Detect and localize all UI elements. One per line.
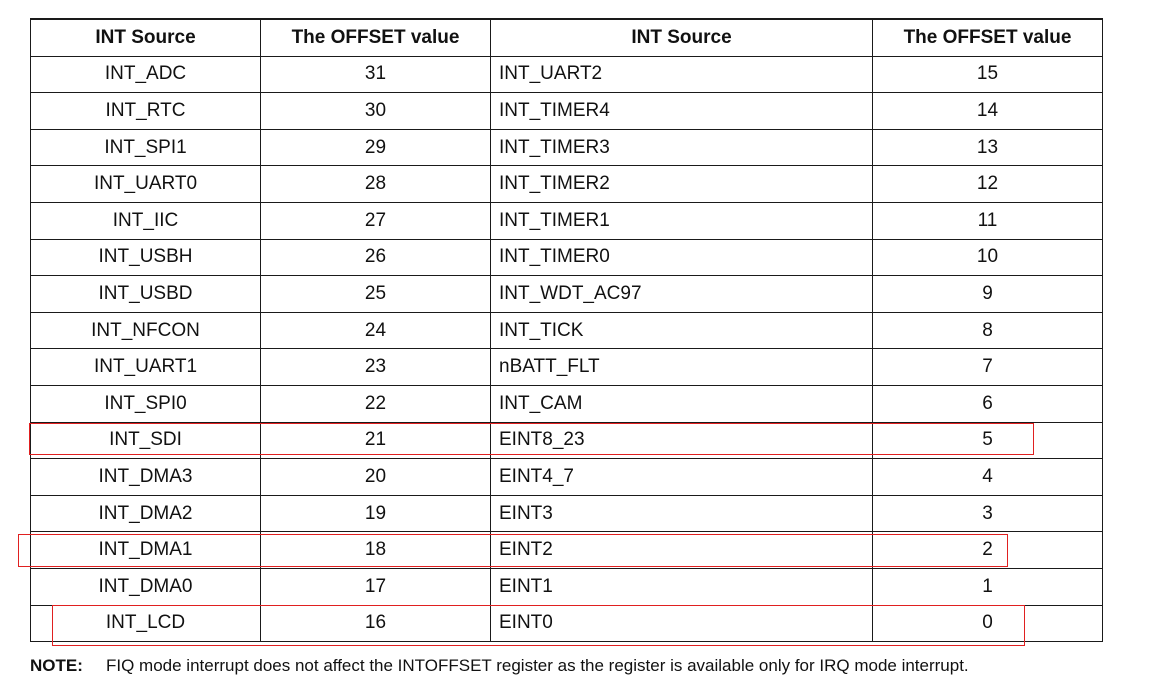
int-source-cell: EINT2: [490, 531, 873, 569]
table-row: INT_LCD 16 EINT0 0: [30, 604, 1103, 643]
int-source-cell: EINT3: [490, 494, 873, 533]
int-source-cell: INT_TIMER3: [490, 128, 873, 167]
table-row: INT_ADC 31 INT_UART2 15: [30, 55, 1103, 94]
int-source-cell: INT_RTC: [30, 92, 261, 130]
offset-value-cell: 19: [260, 494, 491, 533]
offset-value-cell: 21: [260, 421, 491, 460]
int-source-cell: EINT0: [490, 604, 873, 643]
offset-value-cell: 18: [260, 531, 491, 569]
table-row: INT_DMA3 20 EINT4_7 4: [30, 458, 1103, 496]
int-source-cell: INT_ADC: [30, 55, 261, 94]
int-source-cell: EINT8_23: [490, 421, 873, 460]
table-row: INT_NFCON 24 INT_TICK 8: [30, 311, 1103, 350]
int-source-cell: INT_SPI0: [30, 384, 261, 423]
offset-value-cell: 8: [872, 311, 1103, 350]
offset-value-cell: 3: [872, 494, 1103, 533]
offset-value-cell: 17: [260, 567, 491, 606]
offset-value-cell: 12: [872, 165, 1103, 203]
offset-value-cell: 15: [872, 55, 1103, 94]
offset-value-cell: 29: [260, 128, 491, 167]
offset-value-cell: 25: [260, 275, 491, 313]
int-source-cell: INT_LCD: [30, 604, 261, 643]
offset-value-cell: 9: [872, 275, 1103, 313]
offset-value-cell: 24: [260, 311, 491, 350]
offset-value-cell: 4: [872, 458, 1103, 496]
int-source-cell: INT_TIMER1: [490, 201, 873, 240]
footnote: NOTE: FIQ mode interrupt does not affect …: [30, 656, 969, 676]
offset-value-cell: 31: [260, 55, 491, 94]
offset-value-cell: 13: [872, 128, 1103, 167]
table-row: INT_UART1 23 nBATT_FLT 7: [30, 348, 1103, 386]
int-source-cell: INT_NFCON: [30, 311, 261, 350]
table-row: INT_IIC 27 INT_TIMER1 11: [30, 201, 1103, 240]
offset-value-cell: 6: [872, 384, 1103, 423]
int-source-cell: INT_USBD: [30, 275, 261, 313]
int-source-cell: INT_UART1: [30, 348, 261, 386]
note-label: NOTE:: [30, 656, 83, 675]
int-source-cell: EINT1: [490, 567, 873, 606]
table-row: INT_SPI1 29 INT_TIMER3 13: [30, 128, 1103, 167]
offset-value-cell: 11: [872, 201, 1103, 240]
offset-value-cell: 16: [260, 604, 491, 643]
table-row: INT_SPI0 22 INT_CAM 6: [30, 384, 1103, 423]
offset-value-cell: 26: [260, 238, 491, 277]
table-row: INT_DMA0 17 EINT1 1: [30, 567, 1103, 606]
offset-value-cell: 1: [872, 567, 1103, 606]
int-source-cell: INT_TIMER0: [490, 238, 873, 277]
offset-value-cell: 27: [260, 201, 491, 240]
int-source-cell: INT_WDT_AC97: [490, 275, 873, 313]
header-offset-value-1: The OFFSET value: [260, 18, 491, 57]
table-row: INT_UART0 28 INT_TIMER2 12: [30, 165, 1103, 203]
table-header-row: INT Source The OFFSET value INT Source T…: [30, 18, 1103, 57]
offset-value-cell: 2: [872, 531, 1103, 569]
offset-value-cell: 30: [260, 92, 491, 130]
int-source-cell: INT_DMA3: [30, 458, 261, 496]
header-offset-value-2: The OFFSET value: [872, 18, 1103, 57]
offset-value-cell: 7: [872, 348, 1103, 386]
int-source-cell: EINT4_7: [490, 458, 873, 496]
offset-value-cell: 20: [260, 458, 491, 496]
offset-value-cell: 23: [260, 348, 491, 386]
table-row: INT_RTC 30 INT_TIMER4 14: [30, 92, 1103, 130]
offset-value-cell: 22: [260, 384, 491, 423]
offset-value-cell: 10: [872, 238, 1103, 277]
table-row: INT_USBD 25 INT_WDT_AC97 9: [30, 275, 1103, 313]
int-source-cell: INT_DMA2: [30, 494, 261, 533]
int-source-cell: INT_TICK: [490, 311, 873, 350]
int-source-cell: INT_UART0: [30, 165, 261, 203]
int-source-cell: INT_SPI1: [30, 128, 261, 167]
header-int-source-1: INT Source: [30, 18, 261, 57]
interrupt-offset-table-container: INT Source The OFFSET value INT Source T…: [30, 18, 1103, 643]
offset-value-cell: 14: [872, 92, 1103, 130]
int-source-cell: INT_DMA0: [30, 567, 261, 606]
offset-value-cell: 5: [872, 421, 1103, 460]
offset-value-cell: 0: [872, 604, 1103, 643]
interrupt-offset-table: INT Source The OFFSET value INT Source T…: [30, 18, 1103, 643]
int-source-cell: INT_TIMER4: [490, 92, 873, 130]
header-int-source-2: INT Source: [490, 18, 873, 57]
table-row: INT_DMA2 19 EINT3 3: [30, 494, 1103, 533]
int-source-cell: nBATT_FLT: [490, 348, 873, 386]
table-body: INT_ADC 31 INT_UART2 15 INT_RTC 30 INT_TIMER4 1…: [30, 55, 1103, 643]
int-source-cell: INT_TIMER2: [490, 165, 873, 203]
int-source-cell: INT_CAM: [490, 384, 873, 423]
table-row: INT_DMA1 18 EINT2 2: [30, 531, 1103, 569]
note-text: FIQ mode interrupt does not affect the I…: [106, 656, 969, 675]
table-row: INT_SDI 21 EINT8_23 5: [30, 421, 1103, 460]
int-source-cell: INT_SDI: [30, 421, 261, 460]
int-source-cell: INT_DMA1: [30, 531, 261, 569]
offset-value-cell: 28: [260, 165, 491, 203]
int-source-cell: INT_USBH: [30, 238, 261, 277]
table-row: INT_USBH 26 INT_TIMER0 10: [30, 238, 1103, 277]
int-source-cell: INT_UART2: [490, 55, 873, 94]
int-source-cell: INT_IIC: [30, 201, 261, 240]
